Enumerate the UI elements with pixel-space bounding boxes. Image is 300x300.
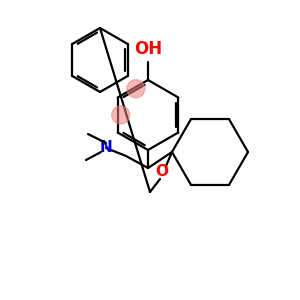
- Circle shape: [127, 80, 145, 98]
- Text: O: O: [155, 164, 169, 179]
- Text: OH: OH: [134, 40, 162, 58]
- Circle shape: [112, 106, 130, 124]
- Text: N: N: [100, 140, 112, 155]
